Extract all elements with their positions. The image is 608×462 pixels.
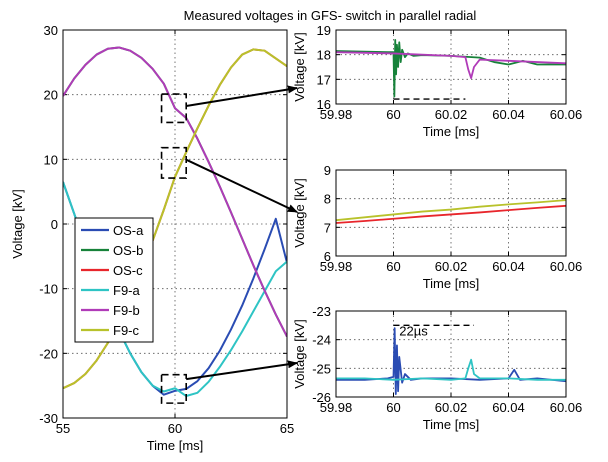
legend-label-f9-c: F9-c	[113, 323, 140, 338]
main-y-tick-label: 10	[44, 152, 58, 167]
zoom-box-1	[160, 93, 187, 124]
zoom-top-y-tick-label: 17	[317, 72, 331, 87]
zoom-bottom-annotation-label: 22µs	[399, 323, 428, 338]
zoom-top-series-os-b-line	[336, 38, 566, 98]
zoom-arrow-1	[186, 85, 298, 108]
zoom-top-series-group	[336, 38, 566, 98]
zoom-bottom-series-f9-a-line	[336, 358, 566, 381]
zoom-top-y-tick-label: 18	[317, 48, 331, 63]
main-series-f9-b-line	[63, 46, 287, 337]
main-y-tick-label: 30	[44, 23, 58, 38]
zoom-middle-axes-frame	[335, 169, 567, 257]
zoom-middle-y-axis-label: Voltage [kV]	[292, 178, 307, 247]
legend-label-os-b: OS-b	[113, 243, 143, 258]
zoom-bottom-series-os-a-line	[336, 327, 566, 396]
main-y-tick-label: -30	[39, 411, 58, 426]
zoom-top-x-tick-label: 60.06	[550, 107, 583, 122]
zoom-bottom-y-tick-label: -23	[312, 304, 331, 319]
zoom-box-2	[160, 146, 187, 179]
main-x-tick-label: 65	[280, 421, 294, 436]
zoom-top-x-tick-label: 60	[386, 107, 400, 122]
zoom-middle-x-tick-label: 60	[386, 259, 400, 274]
zoom-middle-y-tick-label: 9	[324, 163, 331, 178]
plot-layer: 55 60 65 -30 -20 -10 0 10 20 30 Time [ms] Voltage […	[10, 23, 582, 453]
zoom-middle-x-axis-label: Time [ms]	[423, 276, 480, 291]
zoom-top-series-f9-b-line	[336, 51, 566, 79]
legend-label-os-c: OS-c	[113, 263, 143, 278]
legend: OS-a OS-b OS-c F9-a F9-b F9-c	[74, 217, 154, 343]
zoom-bottom-x-tick-label: 60.04	[492, 400, 525, 415]
main-x-tick-label: 60	[168, 421, 182, 436]
zoom-top-axes-frame	[335, 29, 567, 105]
zoom-top-y-tick-label: 19	[317, 23, 331, 38]
zoom-bottom-y-tick-label: -26	[312, 390, 331, 405]
zoom-bottom-x-tick-label: 60.02	[435, 400, 468, 415]
main-x-axis-label: Time [ms]	[147, 438, 204, 453]
legend-box	[74, 217, 154, 343]
zoom-bottom-x-tick-label: 60	[386, 400, 400, 415]
zoom-top-x-axis-label: Time [ms]	[423, 124, 480, 139]
zoom-middle-series-group	[336, 199, 566, 224]
zoom-top-y-axis-label: Voltage [kV]	[292, 32, 307, 101]
main-axes-frame	[62, 29, 288, 419]
zoom-middle-series-os-c-line	[336, 204, 566, 224]
zoom-bottom-y-tick-label: -25	[312, 361, 331, 376]
zoom-top-x-tick-label: 59.98	[320, 107, 353, 122]
zoom-box-3	[160, 373, 187, 404]
main-y-tick-label: 0	[51, 217, 58, 232]
zoom-bottom-y-axis-label: Voltage [kV]	[292, 319, 307, 388]
zoom-middle-x-tick-label: 60.06	[550, 259, 583, 274]
zoom-middle-y-tick-label: 8	[324, 192, 331, 207]
zoom-middle-series-f9-c-line	[336, 199, 566, 222]
zoom-bottom-series-group	[336, 327, 566, 396]
zoom-top-panel: 59.98 60 60.02 60.04 60.06 16 17 18 19 Time [ms] V…	[292, 23, 582, 139]
zoom-middle-x-tick-label: 60.04	[492, 259, 525, 274]
legend-label-f9-a: F9-a	[113, 283, 141, 298]
zoom-middle-y-tick-label: 7	[324, 220, 331, 235]
zoom-top-x-tick-label: 60.04	[492, 107, 525, 122]
zoom-bottom-x-tick-label: 59.98	[320, 400, 353, 415]
zoom-bottom-x-tick-label: 60.06	[550, 400, 583, 415]
main-series-f9-c-line	[63, 48, 287, 390]
legend-label-os-a: OS-a	[113, 223, 144, 238]
zoom-middle-panel: 59.98 60 60.02 60.04 60.06 6 7 8 9 Time [ms] Volta…	[292, 163, 582, 291]
zoom-arrow-3	[186, 360, 298, 381]
zoom-top-y-tick-label: 16	[317, 97, 331, 112]
chart-title: Measured voltages in GFS- switch in para…	[184, 8, 477, 23]
zoom-middle-x-tick-label: 60.02	[435, 259, 468, 274]
zoom-top-x-tick-label: 60.02	[435, 107, 468, 122]
zoom-bottom-panel: 59.98 60 60.02 60.04 60.06 -26 -25 -24 -23 22µs Ti…	[292, 304, 582, 432]
zoom-middle-x-tick-label: 59.98	[320, 259, 353, 274]
main-y-tick-label: -10	[39, 282, 58, 297]
main-y-tick-label: -20	[39, 346, 58, 361]
main-y-tick-label: 20	[44, 88, 58, 103]
zoom-bottom-y-tick-label: -24	[312, 333, 331, 348]
zoom-bottom-axes-frame	[335, 310, 567, 398]
legend-label-f9-b: F9-b	[113, 303, 140, 318]
main-y-axis-label: Voltage [kV]	[10, 189, 25, 258]
zoom-middle-y-tick-label: 6	[324, 249, 331, 264]
main-x-tick-label: 55	[56, 421, 70, 436]
zoom-bottom-x-axis-label: Time [ms]	[423, 417, 480, 432]
zoom-arrow-2	[185, 158, 298, 213]
